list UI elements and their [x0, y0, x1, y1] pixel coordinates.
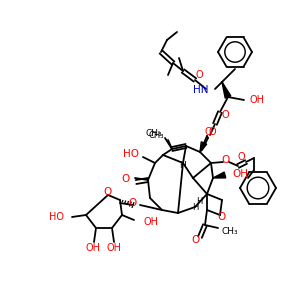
Text: O: O	[204, 127, 212, 137]
Text: OH: OH	[106, 243, 122, 253]
Text: CH₃: CH₃	[146, 128, 162, 137]
Text: OH: OH	[249, 95, 264, 105]
Polygon shape	[200, 142, 207, 152]
Polygon shape	[213, 172, 226, 178]
Text: HN: HN	[194, 85, 209, 95]
Text: CH₃: CH₃	[222, 227, 238, 236]
Text: OH: OH	[85, 243, 100, 253]
Text: H: H	[192, 202, 198, 211]
Text: OH: OH	[144, 217, 159, 227]
Text: O: O	[122, 174, 130, 184]
Text: O: O	[218, 212, 226, 222]
Text: H: H	[180, 160, 186, 169]
Text: OH: OH	[232, 169, 248, 179]
Text: O: O	[237, 152, 245, 162]
Text: O: O	[104, 187, 112, 197]
Text: O: O	[196, 70, 204, 80]
Text: HO: HO	[123, 149, 139, 159]
Text: O: O	[222, 110, 230, 120]
Text: HO: HO	[49, 212, 64, 222]
Text: O: O	[129, 198, 137, 208]
Text: CH₃: CH₃	[148, 130, 164, 140]
Text: H: H	[196, 197, 202, 206]
Text: O: O	[208, 127, 216, 137]
Text: O: O	[222, 155, 230, 165]
Polygon shape	[222, 82, 231, 98]
Text: O: O	[192, 235, 200, 245]
